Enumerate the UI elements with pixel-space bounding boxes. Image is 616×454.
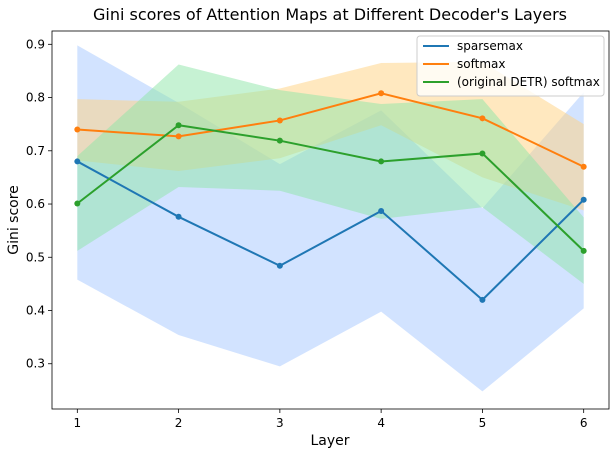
legend-label: (original DETR) softmax: [457, 75, 600, 89]
point-series-2-1: [175, 122, 182, 129]
confidence-bands: [77, 45, 584, 392]
point-series-0-1: [175, 213, 182, 220]
legend-box: [416, 35, 605, 97]
legend: sparsemax softmax (original DETR) softmax: [416, 35, 605, 97]
x-tick-label: 2: [175, 416, 183, 430]
point-series-1-2: [276, 117, 283, 124]
point-series-2-4: [479, 150, 486, 157]
line-series-2: [76, 124, 585, 252]
point-series-1-1: [175, 133, 182, 140]
x-axis-label: Layer: [310, 433, 349, 449]
y-tick-label: 0.4: [26, 304, 45, 318]
y-tick-label: 0.6: [26, 197, 45, 211]
point-series-2-2: [276, 137, 283, 144]
y-axis-label: Gini score: [6, 185, 22, 255]
plot-frame: [51, 30, 610, 410]
point-series-0-2: [276, 262, 283, 269]
point-series-1-5: [580, 163, 587, 170]
point-series-0-3: [378, 207, 385, 214]
line-series-1: [77, 92, 585, 168]
point-series-2-5: [580, 247, 587, 254]
x-tick-label: 4: [377, 416, 385, 430]
y-tick-label: 0.8: [26, 91, 45, 105]
point-series-1-4: [479, 115, 486, 122]
point-series-0-0: [74, 158, 81, 165]
y-tick-label: 0.5: [26, 250, 45, 264]
chart-title: Gini scores of Attention Maps at Differe…: [93, 5, 567, 24]
series-lines: [74, 90, 587, 303]
x-tick-label: 1: [73, 416, 81, 430]
x-tick-label: 5: [479, 416, 487, 430]
legend-label: softmax: [457, 57, 505, 71]
point-series-1-0: [74, 126, 81, 133]
y-axis-ticks: 0.3 0.4 0.5 0.6 0.7 0.8 0.9: [26, 37, 52, 371]
band-series-2: [77, 64, 584, 284]
x-tick-label: 3: [276, 416, 284, 430]
x-axis-ticks: 1 2 3 4 5 6: [73, 409, 588, 430]
point-series-1-3: [378, 90, 385, 97]
line-series-0: [76, 160, 585, 302]
point-series-0-4: [479, 296, 486, 303]
point-series-0-5: [580, 196, 587, 203]
legend-label: sparsemax: [457, 39, 523, 53]
x-tick-label: 6: [580, 416, 588, 430]
y-tick-label: 0.9: [26, 37, 45, 51]
y-tick-label: 0.7: [26, 144, 45, 158]
y-tick-label: 0.3: [26, 357, 45, 371]
point-series-2-3: [378, 158, 385, 165]
point-series-2-0: [74, 200, 81, 207]
